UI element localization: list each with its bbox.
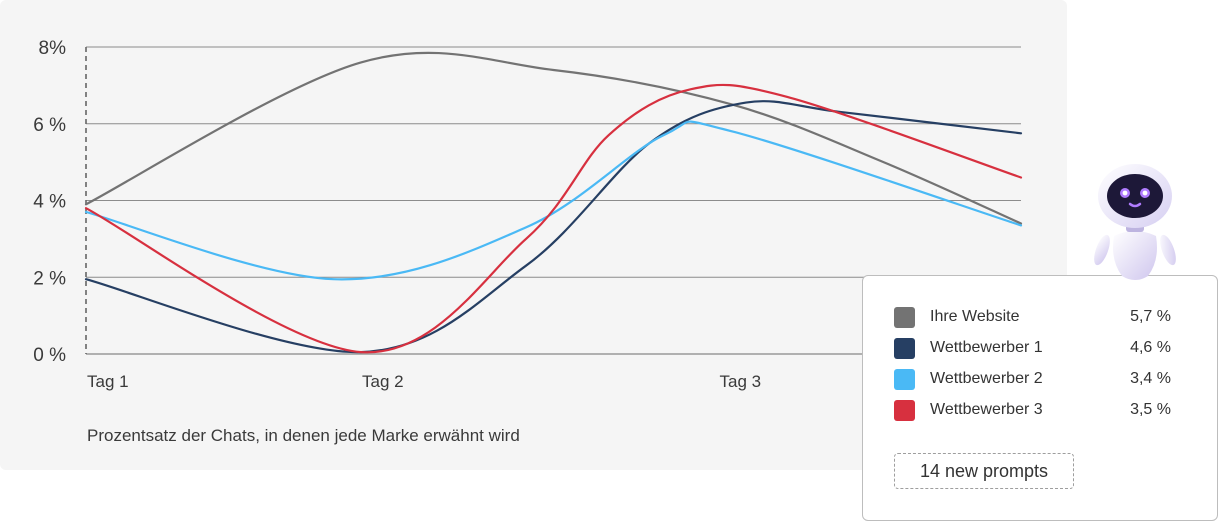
legend-value: 3,4 % — [1130, 370, 1171, 387]
y-axis-ticks: 0 % 2 % 4 % 6 % 8% — [33, 38, 66, 366]
legend-value: 3,5 % — [1130, 401, 1171, 418]
legend-value: 4,6 % — [1130, 339, 1171, 356]
chart-panel: 0 % 2 % 4 % 6 % 8% Tag 1 Tag 2 Tag 3 Prozentsa… — [33, 38, 1023, 445]
series-lines — [84, 51, 1023, 354]
x-tick-label: Tag 1 — [87, 372, 129, 391]
series-line-2 — [84, 100, 1023, 354]
line-chart: 0 % 2 % 4 % 6 % 8% Tag 1 Tag 2 Tag 3 — [33, 38, 1023, 391]
series-line-4 — [84, 83, 1023, 354]
legend-swatch — [894, 400, 915, 421]
legend-item-ihre-website: Ihre Website 5,7 % — [894, 307, 1184, 329]
legend-value: 5,7 % — [1130, 308, 1171, 325]
y-tick-label: 8% — [39, 38, 67, 59]
y-tick-label: 0 % — [33, 345, 66, 366]
series-line-3 — [84, 120, 1023, 281]
legend-item-wettbewerber-2: Wettbewerber 2 3,4 % — [894, 369, 1184, 391]
legend-swatch — [894, 338, 915, 359]
chart-caption: Prozentsatz der Chats, in denen jede Mar… — [87, 426, 520, 445]
y-tick-label: 2 % — [33, 268, 66, 289]
legend-name: Wettbewerber 2 — [930, 370, 1043, 387]
legend-name: Ihre Website — [930, 308, 1020, 325]
legend-name: Wettbewerber 1 — [930, 339, 1043, 356]
y-tick-label: 4 % — [33, 192, 66, 213]
robot-mascot-icon — [1094, 164, 1176, 280]
series-line-1 — [84, 51, 1023, 225]
legend-name: Wettbewerber 3 — [930, 401, 1043, 418]
y-tick-label: 6 % — [33, 115, 66, 136]
x-tick-label: Tag 3 — [720, 372, 762, 391]
legend-swatch — [894, 307, 915, 328]
legend-swatch — [894, 369, 915, 390]
x-tick-label: Tag 2 — [362, 372, 404, 391]
new-prompts-button[interactable]: 14 new prompts — [894, 453, 1074, 489]
legend-item-wettbewerber-3: Wettbewerber 3 3,5 % — [894, 400, 1184, 422]
legend-item-wettbewerber-1: Wettbewerber 1 4,6 % — [894, 338, 1184, 360]
legend-card: Ihre Website 5,7 % Wettbewerber 1 4,6 % … — [862, 275, 1218, 521]
x-axis-ticks: Tag 1 Tag 2 Tag 3 — [87, 372, 761, 391]
